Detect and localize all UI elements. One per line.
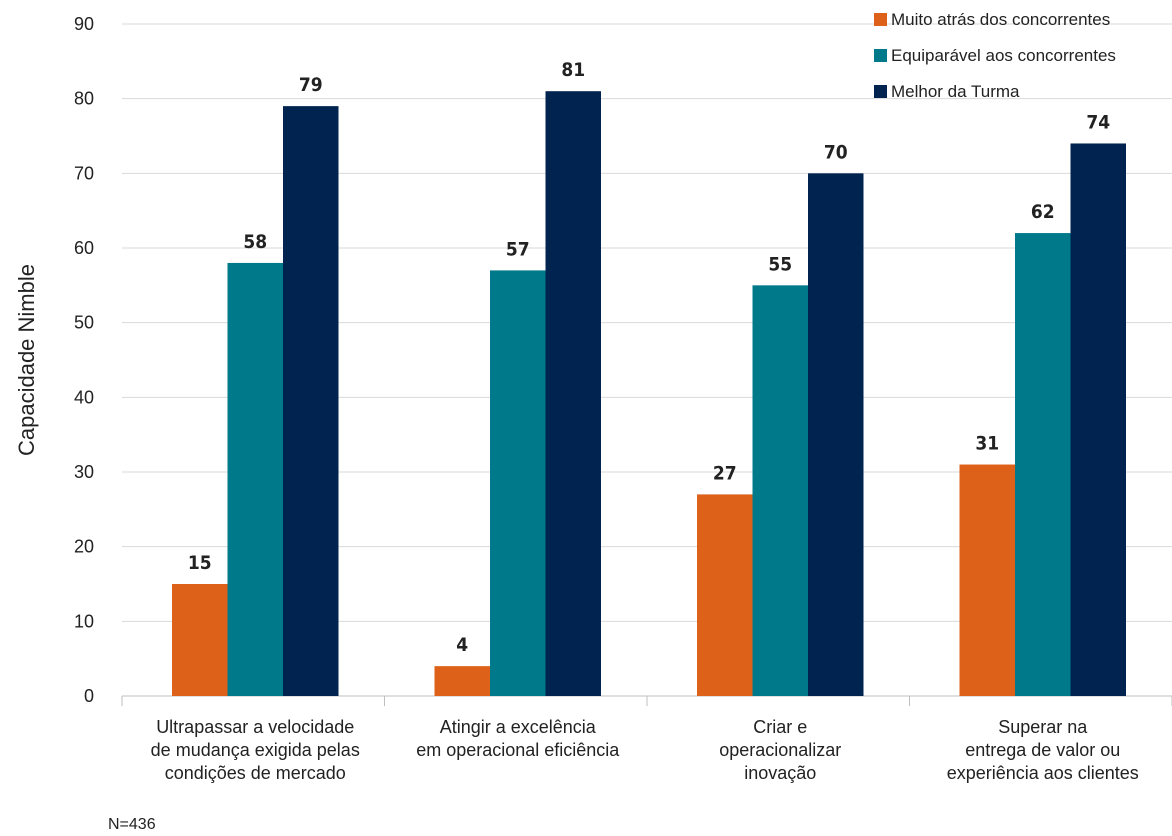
data-label: 79: [299, 74, 323, 96]
bar: [1015, 233, 1071, 697]
y-tick-label: 40: [74, 387, 94, 407]
bar: [1070, 143, 1126, 696]
bar: [434, 666, 490, 696]
data-label: 58: [243, 231, 267, 253]
y-tick-label: 20: [74, 537, 94, 557]
data-label: 4: [456, 634, 468, 656]
bar: [490, 270, 546, 696]
data-label: 70: [824, 141, 848, 163]
data-label: 81: [561, 59, 585, 81]
category-label: Superar na entrega de valor ou experiência…: [947, 717, 1139, 783]
legend-label: Melhor da Turma: [891, 82, 1020, 101]
bar: [227, 262, 283, 696]
legend-label: Equiparável aos concorrentes: [891, 46, 1116, 65]
category-label-line: entrega de valor ou: [965, 740, 1120, 760]
bar: [283, 106, 339, 697]
category-label: Atingir a excelência em operacional efici…: [416, 717, 620, 760]
data-label: 55: [768, 253, 792, 275]
x-axis: [121, 695, 1172, 706]
legend-label: Muito atrás dos concorrentes: [891, 10, 1110, 29]
data-label: 74: [1086, 111, 1110, 133]
y-tick-label: 80: [74, 89, 94, 109]
data-label: 15: [188, 552, 212, 574]
bar: [172, 584, 228, 696]
category-label: Criar e operacionalizar inovação: [719, 717, 841, 783]
y-tick-label: 30: [74, 462, 94, 482]
data-label: 62: [1031, 201, 1055, 223]
category-label-line: de mudança exigida pelas: [151, 740, 360, 760]
y-tick-label: 90: [74, 14, 94, 34]
bar: [697, 494, 753, 696]
category-label-line: operacionalizar: [719, 740, 841, 760]
data-label: 31: [975, 433, 999, 455]
category-label-line: condições de mercado: [165, 763, 346, 783]
y-axis-title: Capacidade Nimble: [14, 264, 39, 456]
category-label-line: Superar na: [998, 717, 1088, 737]
legend-swatch: [874, 13, 887, 26]
y-tick-label: 0: [84, 686, 94, 706]
footnote: N=436: [108, 816, 156, 833]
y-tick-label: 10: [74, 611, 94, 631]
data-label: 27: [713, 462, 737, 484]
category-label-line: Atingir a excelência: [440, 717, 597, 737]
category-label-line: experiência aos clientes: [947, 763, 1139, 783]
category-label-line: Ultrapassar a velocidade: [156, 717, 354, 737]
bars: [172, 91, 1126, 697]
category-labels: Ultrapassar a velocidade de mudança exigi…: [151, 717, 1139, 783]
data-labels: 15 58 79 4 57 81 27 55 70 31 62 74: [188, 59, 1110, 656]
category-label-line: em operacional eficiência: [416, 740, 620, 760]
legend: Muito atrás dos concorrentes Equiparável …: [874, 10, 1116, 101]
bar: [808, 173, 864, 697]
y-tick-label: 60: [74, 238, 94, 258]
data-label: 57: [506, 238, 530, 260]
y-tick-label: 70: [74, 163, 94, 183]
category-label-line: Criar e: [753, 717, 807, 737]
y-tick-label: 50: [74, 313, 94, 333]
bar: [545, 91, 601, 696]
y-axis-ticks: 0 10 20 30 40 50 60 70 80 90: [74, 14, 94, 706]
category-label-line: inovação: [744, 763, 816, 783]
category-label: Ultrapassar a velocidade de mudança exigi…: [151, 717, 360, 783]
legend-swatch: [874, 49, 887, 62]
bar: [959, 464, 1015, 696]
legend-swatch: [874, 85, 887, 98]
bar: [752, 285, 808, 696]
